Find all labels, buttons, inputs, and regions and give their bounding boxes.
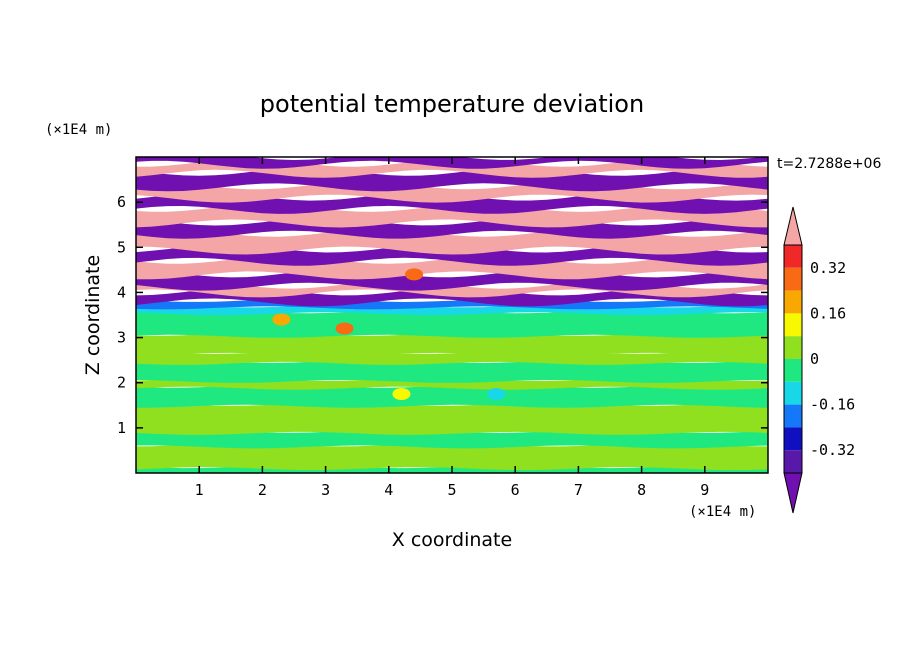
y-axis-unit: (×1E4 m) xyxy=(45,122,112,138)
colorbar-swatch xyxy=(784,290,802,314)
contour-band xyxy=(136,384,768,408)
x-tick-label: 2 xyxy=(258,481,267,499)
contour-feature xyxy=(487,388,506,400)
contour-feature xyxy=(405,268,424,281)
contour-band xyxy=(136,402,768,435)
x-axis: 1 2 3 4 5 6 7 8 9 xyxy=(195,157,709,499)
colorbar: 0.32 0.16 0 -0.16 -0.32 xyxy=(783,206,855,514)
contour-band xyxy=(136,332,768,356)
x-tick-label: 4 xyxy=(384,481,393,499)
contour-feature xyxy=(392,388,411,400)
y-tick-label: 6 xyxy=(117,193,126,211)
colorbar-tick-label: -0.32 xyxy=(810,441,855,459)
x-tick-label: 9 xyxy=(700,481,709,499)
y-axis-label: Z coordinate xyxy=(82,255,104,375)
contour-band xyxy=(136,310,768,338)
chart-title: potential temperature deviation xyxy=(260,90,644,118)
y-axis: 1 2 3 4 5 6 xyxy=(117,193,768,437)
y-tick-label: 4 xyxy=(117,283,126,301)
x-axis-unit: (×1E4 m) xyxy=(689,504,756,520)
colorbar-swatch xyxy=(784,313,802,337)
x-tick-label: 3 xyxy=(321,481,330,499)
colorbar-swatch xyxy=(784,359,802,382)
y-tick-label: 1 xyxy=(117,419,126,437)
x-tick-label: 1 xyxy=(195,481,204,499)
y-tick-label: 5 xyxy=(117,238,126,256)
colorbar-swatch xyxy=(784,427,802,451)
x-tick-label: 8 xyxy=(637,481,646,499)
contour-feature xyxy=(272,313,291,326)
colorbar-tick-label: 0.16 xyxy=(810,304,846,322)
colorbar-swatch xyxy=(784,450,802,473)
colorbar-frame xyxy=(783,244,803,474)
contour-band xyxy=(136,359,768,383)
y-tick-label: 3 xyxy=(117,329,126,347)
contour-feature xyxy=(335,322,354,335)
colorbar-swatch xyxy=(784,404,802,428)
colorbar-tick-label: -0.16 xyxy=(810,396,855,414)
contour-field xyxy=(136,157,768,473)
colorbar-swatch xyxy=(784,336,802,359)
colorbar-swatch xyxy=(784,267,802,291)
time-label: t=2.7288e+06 xyxy=(777,156,881,172)
colorbar-swatch xyxy=(784,245,802,268)
x-axis-label: X coordinate xyxy=(392,529,512,551)
x-tick-label: 6 xyxy=(511,481,520,499)
colorbar-swatch xyxy=(784,381,802,405)
colorbar-tick-label: 0 xyxy=(810,350,819,368)
colorbar-tick-label: 0.32 xyxy=(810,259,846,277)
x-tick-label: 5 xyxy=(447,481,456,499)
x-tick-label: 7 xyxy=(574,481,583,499)
y-tick-label: 2 xyxy=(117,374,126,392)
contour-band xyxy=(136,443,768,471)
